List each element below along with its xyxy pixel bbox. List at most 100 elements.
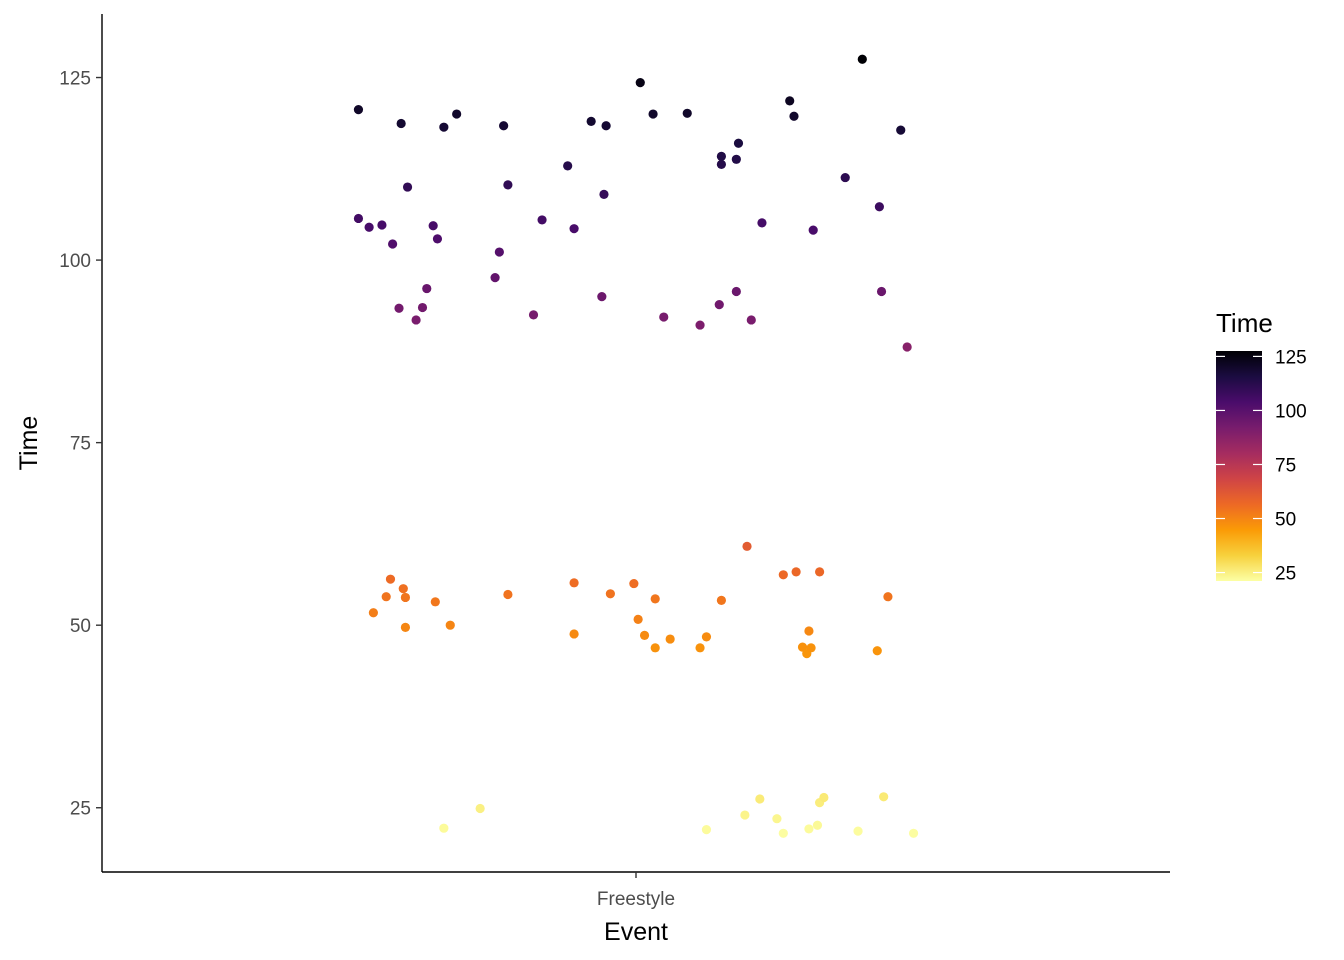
data-point <box>695 643 705 653</box>
data-point <box>772 814 782 824</box>
data-point <box>528 310 539 320</box>
data-point <box>537 215 547 225</box>
data-point <box>804 824 814 834</box>
data-point <box>400 622 411 632</box>
data-point <box>815 567 825 577</box>
data-point <box>789 111 799 121</box>
data-point <box>853 826 863 836</box>
data-point <box>716 595 727 605</box>
color-legend: Time 25 50 75 100 125 <box>1216 308 1307 585</box>
data-point <box>883 592 893 602</box>
data-point <box>731 286 741 297</box>
data-point <box>597 291 607 302</box>
data-point <box>400 592 411 603</box>
data-point <box>659 312 669 322</box>
data-point <box>716 159 727 170</box>
data-point <box>879 792 889 802</box>
y-tick-label: 125 <box>59 69 91 90</box>
data-point <box>797 642 808 652</box>
data-point <box>629 578 639 589</box>
data-point <box>785 96 795 106</box>
data-point <box>503 589 513 600</box>
data-point <box>353 105 364 115</box>
data-point <box>439 823 449 833</box>
data-point <box>422 283 432 294</box>
data-point <box>398 584 408 594</box>
points-layer <box>353 54 919 838</box>
legend-tick-label: 100 <box>1275 401 1307 422</box>
x-axis-title: Event <box>604 918 668 946</box>
data-point <box>601 121 611 131</box>
data-point <box>682 108 692 118</box>
data-point <box>445 620 455 630</box>
data-point <box>665 634 675 644</box>
data-point <box>804 626 814 636</box>
data-point <box>563 161 573 171</box>
data-point <box>599 189 609 199</box>
data-point <box>648 109 658 119</box>
data-point <box>755 794 765 804</box>
data-point <box>650 594 660 604</box>
y-axis-title: Time <box>15 416 43 471</box>
y-tick-label: 100 <box>59 251 91 272</box>
legend-tick-label: 50 <box>1275 510 1296 531</box>
data-point <box>876 286 887 297</box>
data-point <box>417 302 428 313</box>
data-point <box>368 608 378 618</box>
data-point <box>503 180 513 190</box>
data-point <box>432 234 443 244</box>
data-point <box>490 273 500 283</box>
data-point <box>740 810 750 820</box>
data-point <box>731 154 741 164</box>
data-point <box>364 222 374 232</box>
data-point <box>439 122 449 132</box>
data-point <box>872 646 882 656</box>
data-point <box>874 202 884 212</box>
data-point <box>695 320 705 330</box>
data-point <box>411 315 421 325</box>
data-point <box>778 570 788 580</box>
data-point <box>396 118 406 129</box>
data-point <box>605 589 615 599</box>
y-tick-label: 75 <box>70 434 91 455</box>
data-point <box>650 643 660 653</box>
data-point <box>639 630 650 641</box>
x-tick-label: Freestyle <box>597 889 675 910</box>
data-point <box>746 315 756 325</box>
data-point <box>635 78 645 88</box>
data-point <box>778 828 788 838</box>
data-point <box>377 220 387 230</box>
data-point <box>381 592 391 602</box>
legend-ticks: 25 50 75 100 125 <box>1216 347 1307 585</box>
data-point <box>402 182 413 192</box>
data-point <box>733 138 744 148</box>
x-axis-ticks: Freestyle <box>597 872 675 910</box>
data-point <box>896 125 906 135</box>
data-point <box>569 629 579 639</box>
legend-title: Time <box>1216 308 1273 338</box>
y-tick-label: 50 <box>70 616 91 637</box>
data-point <box>394 303 404 313</box>
data-point <box>701 632 712 642</box>
y-axis-ticks: 25 50 75 100 125 <box>59 69 102 820</box>
data-point <box>494 247 504 257</box>
legend-tick-label: 125 <box>1275 347 1307 368</box>
data-point <box>806 643 816 653</box>
data-point <box>716 151 727 161</box>
data-point <box>902 342 912 352</box>
data-point <box>812 820 823 830</box>
data-point <box>819 792 829 803</box>
data-point <box>569 224 579 234</box>
data-point <box>633 614 643 624</box>
data-point <box>808 225 818 235</box>
data-point <box>428 221 438 231</box>
data-point <box>791 567 801 577</box>
data-point <box>757 218 767 228</box>
data-point <box>475 803 485 814</box>
data-point <box>701 825 712 835</box>
data-point <box>714 300 724 310</box>
data-point <box>385 574 396 584</box>
legend-tick-label: 75 <box>1275 455 1296 476</box>
data-point <box>742 541 752 551</box>
